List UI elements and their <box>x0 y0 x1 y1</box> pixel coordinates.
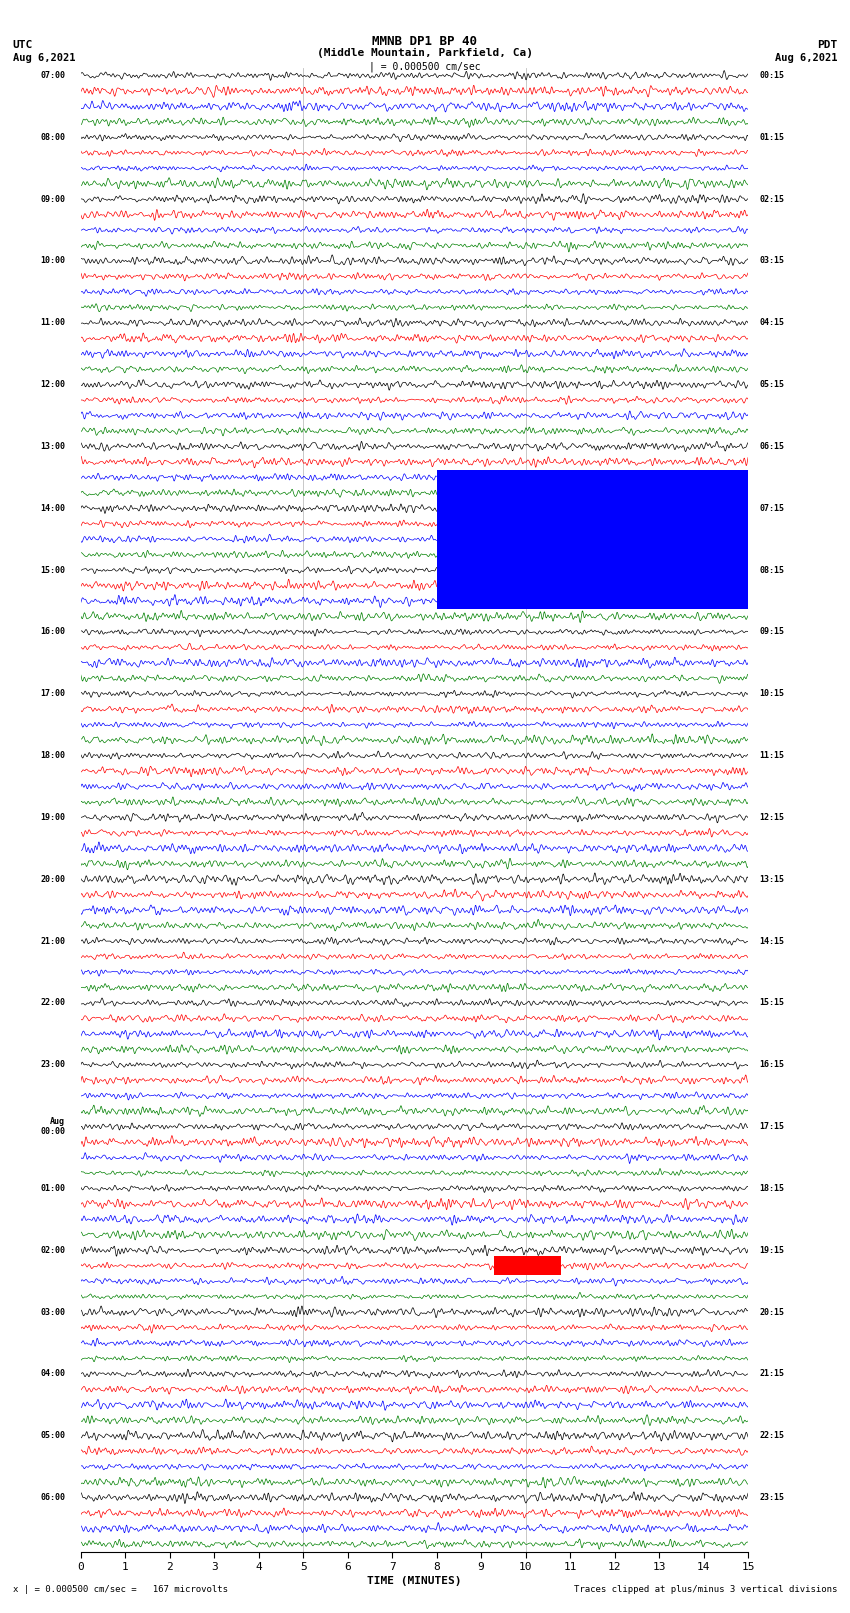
Bar <box>437 469 748 608</box>
Text: 07:15: 07:15 <box>759 503 784 513</box>
Text: Aug
00:00: Aug 00:00 <box>40 1116 65 1136</box>
Text: 17:00: 17:00 <box>40 689 65 698</box>
Text: 05:15: 05:15 <box>759 381 784 389</box>
Text: 23:15: 23:15 <box>759 1494 784 1502</box>
Text: 20:00: 20:00 <box>40 874 65 884</box>
Text: UTC: UTC <box>13 40 33 50</box>
Text: 06:15: 06:15 <box>759 442 784 452</box>
Text: 14:15: 14:15 <box>759 937 784 945</box>
Text: 02:00: 02:00 <box>40 1245 65 1255</box>
Text: 15:00: 15:00 <box>40 566 65 574</box>
Text: 21:00: 21:00 <box>40 937 65 945</box>
Text: 09:00: 09:00 <box>40 195 65 203</box>
Text: 01:00: 01:00 <box>40 1184 65 1194</box>
Text: 09:15: 09:15 <box>759 627 784 637</box>
Text: Traces clipped at plus/minus 3 vertical divisions: Traces clipped at plus/minus 3 vertical … <box>574 1584 837 1594</box>
Text: 16:15: 16:15 <box>759 1060 784 1069</box>
Text: 16:00: 16:00 <box>40 627 65 637</box>
Text: 18:15: 18:15 <box>759 1184 784 1194</box>
Text: 00:15: 00:15 <box>759 71 784 81</box>
Text: x | = 0.000500 cm/sec =   167 microvolts: x | = 0.000500 cm/sec = 167 microvolts <box>13 1584 228 1594</box>
Text: 15:15: 15:15 <box>759 998 784 1008</box>
Text: 04:00: 04:00 <box>40 1369 65 1379</box>
Text: 22:00: 22:00 <box>40 998 65 1008</box>
X-axis label: TIME (MINUTES): TIME (MINUTES) <box>367 1576 462 1586</box>
Bar <box>495 1257 561 1274</box>
Text: 04:15: 04:15 <box>759 318 784 327</box>
Text: 17:15: 17:15 <box>759 1123 784 1131</box>
Text: 19:00: 19:00 <box>40 813 65 823</box>
Text: Aug 6,2021: Aug 6,2021 <box>13 53 76 63</box>
Text: 10:00: 10:00 <box>40 256 65 266</box>
Text: PDT: PDT <box>817 40 837 50</box>
Text: 10:15: 10:15 <box>759 689 784 698</box>
Text: 13:15: 13:15 <box>759 874 784 884</box>
Text: 02:15: 02:15 <box>759 195 784 203</box>
Text: 12:15: 12:15 <box>759 813 784 823</box>
Text: 19:15: 19:15 <box>759 1245 784 1255</box>
Text: 06:00: 06:00 <box>40 1494 65 1502</box>
Text: 13:00: 13:00 <box>40 442 65 452</box>
Text: 01:15: 01:15 <box>759 132 784 142</box>
Text: 03:15: 03:15 <box>759 256 784 266</box>
Text: 07:00: 07:00 <box>40 71 65 81</box>
Text: Aug 6,2021: Aug 6,2021 <box>774 53 837 63</box>
Text: 08:15: 08:15 <box>759 566 784 574</box>
Text: | = 0.000500 cm/sec: | = 0.000500 cm/sec <box>369 61 481 73</box>
Text: 11:00: 11:00 <box>40 318 65 327</box>
Text: 20:15: 20:15 <box>759 1308 784 1316</box>
Text: 22:15: 22:15 <box>759 1431 784 1440</box>
Text: 23:00: 23:00 <box>40 1060 65 1069</box>
Text: MMNB DP1 BP 40: MMNB DP1 BP 40 <box>372 35 478 48</box>
Text: 21:15: 21:15 <box>759 1369 784 1379</box>
Text: (Middle Mountain, Parkfield, Ca): (Middle Mountain, Parkfield, Ca) <box>317 48 533 58</box>
Text: 11:15: 11:15 <box>759 752 784 760</box>
Text: 08:00: 08:00 <box>40 132 65 142</box>
Text: 14:00: 14:00 <box>40 503 65 513</box>
Text: 03:00: 03:00 <box>40 1308 65 1316</box>
Text: 12:00: 12:00 <box>40 381 65 389</box>
Text: 18:00: 18:00 <box>40 752 65 760</box>
Text: 05:00: 05:00 <box>40 1431 65 1440</box>
